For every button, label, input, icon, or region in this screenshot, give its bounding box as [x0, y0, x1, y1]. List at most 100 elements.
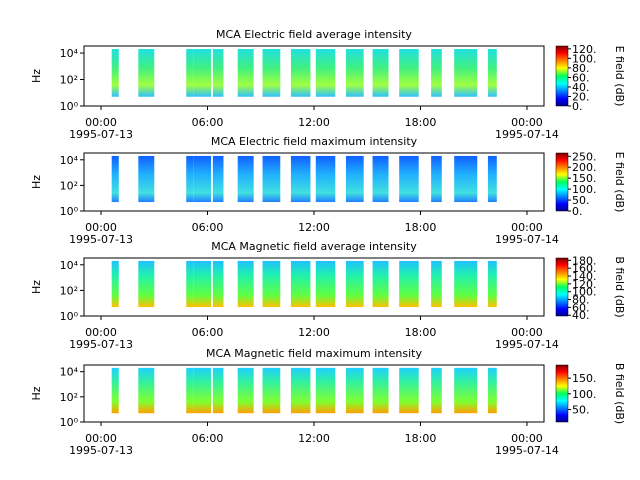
date-label: 1995-07-14	[495, 338, 559, 351]
data-segment	[431, 155, 442, 203]
x-tick-label: 12:00	[298, 221, 330, 234]
y-axis-label: Hz	[30, 69, 43, 83]
data-segment	[345, 367, 364, 414]
colorbar-label: E field (dB)	[613, 152, 626, 213]
x-tick-label: 06:00	[192, 326, 224, 339]
data-segment	[454, 49, 478, 97]
colorbar-tick-label: 80.	[572, 294, 590, 307]
colorbar-tick-label: 120.	[572, 43, 597, 56]
data-segment	[431, 367, 442, 414]
colorbar-tick-label: 0.	[572, 205, 583, 218]
date-label: 1995-07-14	[495, 128, 559, 141]
data-segment	[399, 260, 419, 308]
panel-title: MCA Electric field maximum intensity	[211, 135, 418, 148]
data-segment	[193, 260, 212, 308]
colorbar-tick-label: 160.	[572, 262, 597, 275]
data-segment	[454, 155, 478, 203]
colorbar	[555, 152, 569, 212]
data-segment	[431, 260, 442, 308]
colorbar-tick-label: 120.	[572, 278, 597, 291]
colorbar-label: E field (dB)	[613, 46, 626, 107]
data-segment	[454, 260, 478, 308]
data-segment	[138, 367, 155, 414]
data-segment	[111, 155, 119, 203]
x-tick-label: 00:00	[511, 326, 543, 339]
data-segment	[193, 155, 212, 203]
colorbar-tick-label: 40.	[572, 309, 590, 322]
data-segment	[487, 49, 497, 97]
data-segment	[487, 260, 497, 308]
data-segment	[290, 260, 311, 308]
colorbar-tick-label: 100.	[572, 52, 597, 65]
data-segment	[315, 155, 336, 203]
data-segment	[186, 155, 194, 203]
x-tick-label: 12:00	[298, 326, 330, 339]
y-tick-label: 10⁴	[60, 47, 79, 60]
colorbar-tick-label: 60.	[572, 71, 590, 84]
x-tick-label: 12:00	[298, 432, 330, 445]
y-tick-label: 10⁰	[60, 416, 79, 429]
colorbar	[555, 364, 569, 423]
data-segment	[345, 155, 364, 203]
date-label: 1995-07-13	[69, 233, 133, 246]
colorbar-label: B field (dB)	[613, 256, 626, 317]
colorbar-tick-label: 20.	[572, 90, 590, 103]
data-segment	[372, 367, 389, 414]
data-segment	[262, 367, 281, 414]
y-tick-label: 10²	[60, 74, 78, 87]
x-tick-label: 06:00	[192, 432, 224, 445]
x-tick-label: 18:00	[405, 116, 437, 129]
y-tick-label: 10⁴	[60, 366, 79, 379]
colorbar-tick-label: 100.	[572, 388, 597, 401]
panel-title: MCA Magnetic field maximum intensity	[206, 347, 422, 360]
data-segment	[237, 260, 254, 308]
colorbar-tick-label: 200.	[572, 161, 597, 174]
x-tick-label: 00:00	[85, 432, 117, 445]
data-segment	[290, 49, 311, 97]
data-segment	[138, 260, 155, 308]
data-segment	[345, 49, 364, 97]
colorbar-tick-label: 40.	[572, 81, 590, 94]
x-tick-label: 18:00	[405, 326, 437, 339]
colorbar-tick-label: 50.	[572, 194, 590, 207]
panel-title: MCA Magnetic field average intensity	[211, 240, 417, 253]
y-tick-label: 10²	[60, 284, 78, 297]
data-segment	[193, 367, 212, 414]
x-tick-label: 00:00	[85, 116, 117, 129]
colorbar	[555, 45, 569, 107]
data-segment	[431, 49, 442, 97]
data-segment	[372, 260, 389, 308]
data-segment	[212, 367, 224, 414]
x-tick-label: 18:00	[405, 432, 437, 445]
y-axis-label: Hz	[30, 280, 43, 294]
data-segment	[399, 49, 419, 97]
colorbar-tick-label: 140.	[572, 270, 597, 283]
date-label: 1995-07-14	[495, 233, 559, 246]
data-segment	[111, 260, 119, 308]
data-segment	[290, 367, 311, 414]
data-segment	[212, 49, 224, 97]
x-tick-label: 00:00	[511, 116, 543, 129]
data-segment	[290, 155, 311, 203]
data-segment	[193, 49, 212, 97]
data-segment	[111, 367, 119, 414]
y-axis-label: Hz	[30, 386, 43, 400]
data-segment	[315, 49, 336, 97]
data-segment	[487, 367, 497, 414]
data-segment	[138, 49, 155, 97]
date-label: 1995-07-13	[69, 128, 133, 141]
y-tick-label: 10⁴	[60, 259, 79, 272]
data-segment	[237, 367, 254, 414]
data-segment	[212, 155, 224, 203]
data-segment	[111, 49, 119, 97]
data-segment	[372, 155, 389, 203]
y-tick-label: 10²	[60, 391, 78, 404]
data-segment	[372, 49, 389, 97]
colorbar-tick-label: 50.	[572, 403, 590, 416]
x-tick-label: 00:00	[511, 432, 543, 445]
data-segment	[262, 49, 281, 97]
data-segment	[212, 260, 224, 308]
data-segment	[315, 367, 336, 414]
x-tick-label: 00:00	[85, 221, 117, 234]
